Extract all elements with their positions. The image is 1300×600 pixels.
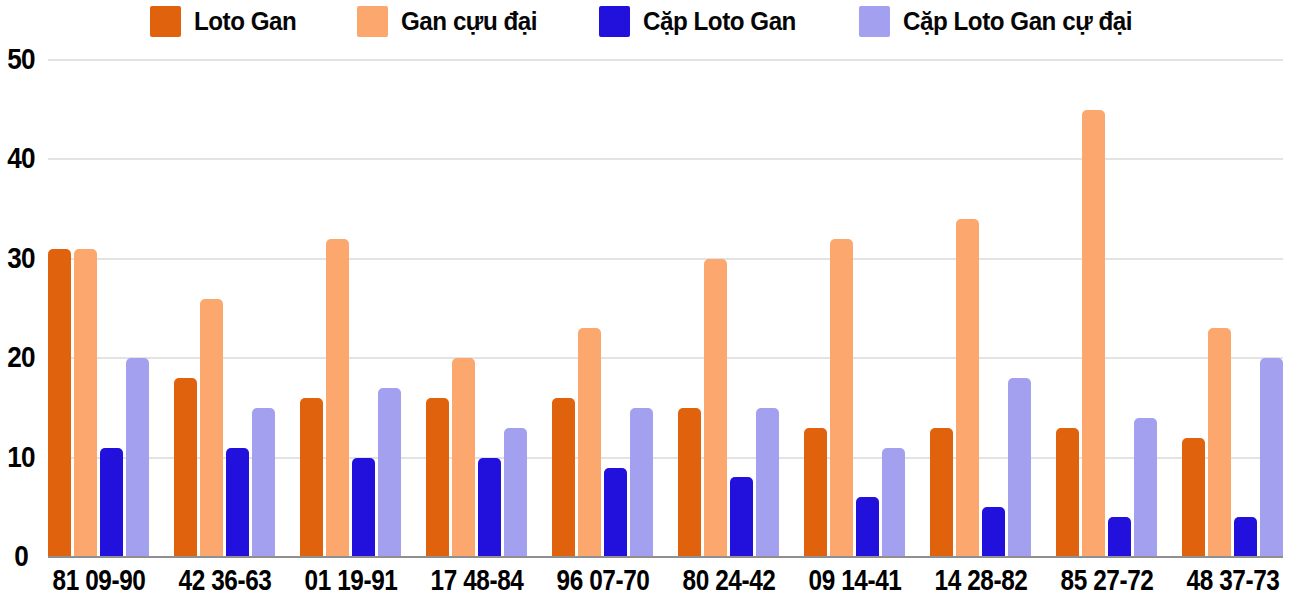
legend-swatch-loto-gan [150,6,181,37]
legend-label: Loto Gan [194,6,296,37]
x-axis-label: 81 09-90 [52,564,145,597]
x-axis-label: 96 07-70 [556,564,649,597]
x-axis-label: 80 24-42 [682,564,775,597]
bar-cap-loto-gan-85-27-72 [1108,517,1131,557]
y-axis-label-40: 40 [2,142,40,175]
bar-gan-cuu-ai-96-07-70 [578,328,601,557]
x-axis-label: 09 14-41 [808,564,901,597]
bar-group-09-14-41: 09 14-41 [804,60,905,557]
x-axis-label: 42 36-63 [178,564,271,597]
bar-group-81-09-90: 81 09-90 [48,60,149,557]
x-axis-baseline [48,556,1283,558]
bar-loto-gan-81-09-90 [48,249,71,557]
bar-cap-loto-gan-cu-ai-85-27-72 [1134,418,1157,557]
bar-cap-loto-gan-96-07-70 [604,468,627,557]
bar-cap-loto-gan-cu-ai-01-19-91 [378,388,401,557]
x-axis-label: 14 28-82 [934,564,1027,597]
legend-label: Gan cựu đại [401,6,537,37]
bar-groups: 81 09-9042 36-6301 19-9117 48-8496 07-70… [48,60,1283,557]
y-axis-label-10: 10 [2,441,40,474]
legend-item-cap-loto-gan-cu-ai: Cặp Loto Gan cự đại [859,6,1149,37]
y-axis-label-50: 50 [2,43,40,76]
bar-cap-loto-gan-cu-ai-17-48-84 [504,428,527,557]
bar-cap-loto-gan-cu-ai-14-28-82 [1008,378,1031,557]
bar-group-01-19-91: 01 19-91 [300,60,401,557]
bar-gan-cuu-ai-14-28-82 [956,219,979,557]
legend-swatch-gan-cuu-ai [357,6,388,37]
bar-gan-cuu-ai-42-36-63 [200,299,223,557]
legend-label: Cặp Loto Gan cự đại [903,6,1132,37]
bar-gan-cuu-ai-48-37-73 [1208,328,1231,557]
bar-cap-loto-gan-42-36-63 [226,448,249,557]
x-axis-label: 17 48-84 [430,564,523,597]
bar-loto-gan-96-07-70 [552,398,575,557]
bar-cap-loto-gan-80-24-42 [730,477,753,557]
bar-loto-gan-01-19-91 [300,398,323,557]
bar-cap-loto-gan-cu-ai-48-37-73 [1260,358,1283,557]
bar-cap-loto-gan-81-09-90 [100,448,123,557]
bar-cap-loto-gan-01-19-91 [352,458,375,557]
legend-item-loto-gan: Loto Gan [150,6,304,37]
legend-item-cap-loto-gan: Cặp Loto Gan [599,6,807,37]
bar-loto-gan-48-37-73 [1182,438,1205,557]
bar-loto-gan-14-28-82 [930,428,953,557]
bar-cap-loto-gan-48-37-73 [1234,517,1257,557]
x-axis-label: 85 27-72 [1060,564,1153,597]
bar-gan-cuu-ai-81-09-90 [74,249,97,557]
bar-cap-loto-gan-cu-ai-42-36-63 [252,408,275,557]
bar-gan-cuu-ai-01-19-91 [326,239,349,557]
legend-swatch-cap-loto-gan [599,6,630,37]
bar-group-42-36-63: 42 36-63 [174,60,275,557]
x-axis-label: 48 37-73 [1186,564,1279,597]
legend-label: Cặp Loto Gan [643,6,796,37]
y-axis-label-20: 20 [2,341,40,374]
bar-loto-gan-09-14-41 [804,428,827,557]
legend: Loto Gan Gan cựu đại Cặp Loto Gan Cặp Loto … [0,6,1300,37]
bar-loto-gan-42-36-63 [174,378,197,557]
bar-group-96-07-70: 96 07-70 [552,60,653,557]
bar-cap-loto-gan-cu-ai-96-07-70 [630,408,653,557]
bar-group-85-27-72: 85 27-72 [1056,60,1157,557]
legend-swatch-cap-loto-gan-cu-ai [859,6,890,37]
bar-cap-loto-gan-cu-ai-09-14-41 [882,448,905,557]
bar-cap-loto-gan-17-48-84 [478,458,501,557]
bar-group-14-28-82: 14 28-82 [930,60,1031,557]
y-axis-label-0: 0 [2,540,40,573]
bar-chart: Loto Gan Gan cựu đại Cặp Loto Gan Cặp Loto … [0,0,1300,600]
bar-group-80-24-42: 80 24-42 [678,60,779,557]
bar-cap-loto-gan-cu-ai-80-24-42 [756,408,779,557]
bar-cap-loto-gan-09-14-41 [856,497,879,557]
bar-cap-loto-gan-14-28-82 [982,507,1005,557]
bar-gan-cuu-ai-17-48-84 [452,358,475,557]
bar-group-48-37-73: 48 37-73 [1182,60,1283,557]
bar-cap-loto-gan-cu-ai-81-09-90 [126,358,149,557]
bar-group-17-48-84: 17 48-84 [426,60,527,557]
legend-item-gan-cuu-ai: Gan cựu đại [357,6,547,37]
bar-loto-gan-17-48-84 [426,398,449,557]
bar-gan-cuu-ai-09-14-41 [830,239,853,557]
x-axis-label: 01 19-91 [304,564,397,597]
y-axis-label-30: 30 [2,242,40,275]
bar-gan-cuu-ai-85-27-72 [1082,110,1105,557]
plot-area: 81 09-9042 36-6301 19-9117 48-8496 07-70… [48,60,1283,557]
bar-gan-cuu-ai-80-24-42 [704,259,727,557]
bar-loto-gan-80-24-42 [678,408,701,557]
bar-loto-gan-85-27-72 [1056,428,1079,557]
